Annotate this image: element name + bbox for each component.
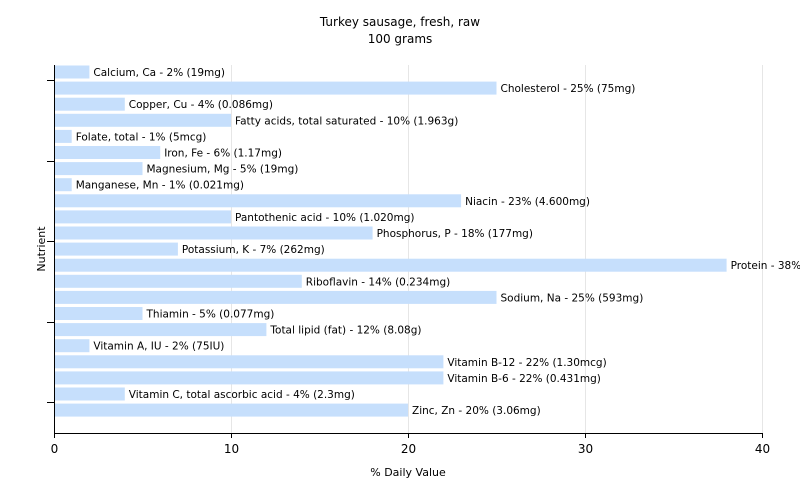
bar-label: Sodium, Na - 25% (593mg) bbox=[501, 292, 644, 304]
chart-subtitle: 100 grams bbox=[367, 32, 433, 46]
bar bbox=[55, 290, 497, 304]
x-tick-label: 0 bbox=[51, 442, 59, 456]
bar-labels: Calcium, Ca - 2% (19mg) Cholesterol - 25%… bbox=[76, 67, 800, 417]
bar bbox=[55, 113, 231, 127]
bar-label: Zinc, Zn - 20% (3.06mg) bbox=[412, 405, 541, 417]
bar-label: Fatty acids, total saturated - 10% (1.96… bbox=[235, 115, 458, 127]
bar-label: Vitamin B-6 - 22% (0.431mg) bbox=[447, 373, 601, 385]
bar-label: Cholesterol - 25% (75mg) bbox=[501, 83, 636, 95]
bar-label: Vitamin C, total ascorbic acid - 4% (2.3… bbox=[129, 389, 355, 401]
bar-label: Vitamin A, IU - 2% (75IU) bbox=[93, 341, 224, 353]
bar bbox=[55, 274, 302, 288]
bar bbox=[55, 162, 143, 176]
bar-label: Iron, Fe - 6% (1.17mg) bbox=[164, 148, 282, 160]
bar-label: Pantothenic acid - 10% (1.020mg) bbox=[235, 212, 414, 224]
bar bbox=[55, 307, 143, 320]
bar bbox=[55, 65, 90, 79]
x-tick-label: 10 bbox=[224, 442, 239, 456]
bar bbox=[55, 339, 90, 353]
bar bbox=[55, 403, 408, 417]
bar bbox=[55, 226, 373, 240]
x-tick-label: 30 bbox=[578, 442, 593, 456]
bar-label: Phosphorus, P - 18% (177mg) bbox=[377, 228, 533, 240]
bar-label: Calcium, Ca - 2% (19mg) bbox=[93, 67, 225, 79]
bar-label: Thiamin - 5% (0.077mg) bbox=[146, 309, 275, 321]
bar bbox=[55, 242, 178, 256]
bar bbox=[55, 97, 125, 111]
bar bbox=[55, 258, 727, 272]
chart-title: Turkey sausage, fresh, raw bbox=[319, 15, 481, 29]
bar-label: Potassium, K - 7% (262mg) bbox=[182, 244, 325, 256]
bar-label: Riboflavin - 14% (0.234mg) bbox=[306, 276, 450, 288]
bar bbox=[55, 81, 497, 95]
y-axis-label: Nutrient bbox=[35, 226, 48, 272]
bar bbox=[55, 146, 161, 159]
bar-label: Protein - 38% (18.79g) bbox=[731, 260, 800, 272]
x-tick-label: 20 bbox=[401, 442, 416, 456]
x-tick-label: 40 bbox=[755, 442, 770, 456]
bar bbox=[55, 210, 231, 224]
bar bbox=[55, 194, 462, 208]
bar-label: Manganese, Mn - 1% (0.021mg) bbox=[76, 180, 244, 192]
bar-label: Vitamin B-12 - 22% (1.30mcg) bbox=[447, 357, 606, 369]
bar-label: Magnesium, Mg - 5% (19mg) bbox=[147, 164, 299, 176]
bar bbox=[55, 355, 444, 369]
x-ticks: 0 10 20 30 40 bbox=[51, 433, 770, 456]
bar-label: Total lipid (fat) - 12% (8.08g) bbox=[269, 325, 421, 337]
bar-label: Copper, Cu - 4% (0.086mg) bbox=[129, 99, 273, 111]
bar bbox=[55, 323, 267, 337]
bar bbox=[55, 371, 444, 385]
bar bbox=[55, 178, 72, 192]
bar bbox=[55, 129, 72, 143]
bars bbox=[55, 65, 727, 417]
bar bbox=[55, 387, 125, 401]
bar-label: Folate, total - 1% (5mcg) bbox=[76, 131, 207, 143]
x-axis-label: % Daily Value bbox=[370, 466, 446, 479]
bar-label: Niacin - 23% (4.600mg) bbox=[465, 196, 590, 208]
